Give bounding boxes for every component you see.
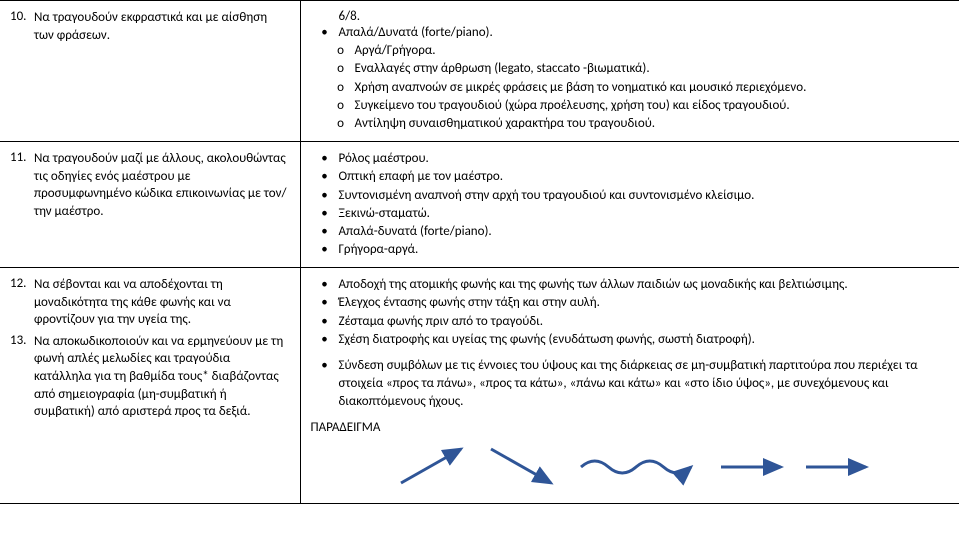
objective-item: 11.Να τραγουδούν μαζί με άλλους, ακολουθ…: [10, 150, 290, 220]
objective-number: 12.: [10, 276, 34, 329]
list-item: •Συντονισμένη αναπνοή στην αρχή του τραγ…: [311, 187, 950, 205]
list-item-text: Συντονισμένη αναπνοή στην αρχή του τραγο…: [339, 187, 950, 205]
objective-text: Να αποκωδικοποιούν και να ερμηνεύουν με …: [34, 333, 290, 421]
bullet-icon: o: [311, 115, 355, 133]
bullet-list: •Απαλά/Δυνατά (forte/piano).oΑργά/Γρήγορ…: [311, 24, 950, 133]
objective-item: 10.Να τραγουδούν εκφραστικά και με αίσθη…: [10, 9, 290, 44]
bullet-icon: •: [311, 241, 339, 259]
content-cell: 6/8.•Απαλά/Δυνατά (forte/piano).oΑργά/Γρ…: [300, 1, 959, 142]
objective-text: Να σέβονται και να αποδέχονται τη μοναδι…: [34, 276, 290, 329]
list-item: •Αποδοχή της ατομικής φωνής και της φωνή…: [311, 276, 950, 294]
list-item-text: Ρόλος μαέστρου.: [339, 150, 950, 168]
bullet-icon: o: [311, 60, 355, 78]
objective-text: Να τραγουδούν μαζί με άλλους, ακολουθώντ…: [34, 150, 290, 220]
bullet-list: •Ρόλος μαέστρου.•Οπτική επαφή με τον μαέ…: [311, 150, 950, 259]
bullet-icon: •: [311, 223, 339, 241]
list-item-text: Γρήγορα-αργά.: [339, 241, 950, 259]
list-item: •Σύνδεση συμβόλων με τις έννοιες του ύψο…: [311, 357, 950, 412]
list-item-text: Σύνδεση συμβόλων με τις έννοιες του ύψου…: [339, 357, 950, 412]
objective-number: 11.: [10, 150, 34, 220]
list-item-text: Έλεγχος έντασης φωνής στην τάξη και στην…: [339, 294, 950, 312]
list-item-text: Απαλά/Δυνατά (forte/piano).: [339, 24, 950, 42]
bullet-icon: o: [311, 42, 355, 60]
bullet-icon: •: [311, 313, 339, 331]
list-item: oΧρήση αναπνοών σε μικρές φράσεις με βάσ…: [311, 79, 950, 97]
curriculum-table: 10.Να τραγουδούν εκφραστικά και με αίσθη…: [0, 0, 959, 504]
list-item: •Γρήγορα-αργά.: [311, 241, 950, 259]
list-item: •Ζέσταμα φωνής πριν από το τραγούδι.: [311, 313, 950, 331]
list-item: •Απαλά/Δυνατά (forte/piano).: [311, 24, 950, 42]
list-item: •Απαλά-δυνατά (forte/piano).: [311, 223, 950, 241]
table-row: 10.Να τραγουδούν εκφραστικά και με αίσθη…: [0, 1, 959, 142]
list-item: •Οπτική επαφή με τον μαέστρο.: [311, 168, 950, 186]
list-item-text: Αντίληψη συναισθηματικού χαρακτήρα του τ…: [355, 115, 950, 133]
list-item-text: Συγκείμενο του τραγουδιού (χώρα προέλευσ…: [355, 97, 950, 115]
bullet-icon: •: [311, 331, 339, 349]
example-label: ΠΑΡΑΔΕΙΓΜΑ: [311, 420, 950, 435]
table-row: 12.Να σέβονται και να αποδέχονται τη μον…: [0, 268, 959, 503]
bullet-icon: •: [311, 168, 339, 186]
list-item: oΑργά/Γρήγορα.: [311, 42, 950, 60]
bullet-icon: •: [311, 187, 339, 205]
objective-number: 13.: [10, 333, 34, 421]
content-cell: •Ρόλος μαέστρου.•Οπτική επαφή με τον μαέ…: [300, 142, 959, 268]
list-item-text: Απαλά-δυνατά (forte/piano).: [339, 223, 950, 241]
bullet-icon: •: [311, 276, 339, 294]
list-item: •Έλεγχος έντασης φωνής στην τάξη και στη…: [311, 294, 950, 312]
list-item: •Ρόλος μαέστρου.: [311, 150, 950, 168]
objective-cell: 11.Να τραγουδούν μαζί με άλλους, ακολουθ…: [0, 142, 300, 268]
list-item: oΑντίληψη συναισθηματικού χαρακτήρα του …: [311, 115, 950, 133]
list-item: •Σχέση διατροφής και υγείας της φωνής (ε…: [311, 331, 950, 349]
list-item: •Ξεκινώ-σταματώ.: [311, 205, 950, 223]
top-note: 6/8.: [311, 9, 950, 24]
objective-text: Να τραγουδούν εκφραστικά και με αίσθηση …: [34, 9, 290, 44]
bullet-icon: o: [311, 97, 355, 115]
bullet-icon: o: [311, 79, 355, 97]
bullet-icon: •: [311, 294, 339, 312]
list-item: oΣυγκείμενο του τραγουδιού (χώρα προέλευ…: [311, 97, 950, 115]
bullet-icon: •: [311, 150, 339, 168]
bullet-icon: •: [311, 357, 339, 412]
bullet-list: •Σύνδεση συμβόλων με τις έννοιες του ύψο…: [311, 357, 950, 412]
list-item-text: Αργά/Γρήγορα.: [355, 42, 950, 60]
objective-cell: 12.Να σέβονται και να αποδέχονται τη μον…: [0, 268, 300, 503]
list-item-text: Οπτική επαφή με τον μαέστρο.: [339, 168, 950, 186]
list-item: oΕναλλαγές στην άρθρωση (legato, staccat…: [311, 60, 950, 78]
notation-diagram: [391, 441, 891, 491]
list-item-text: Χρήση αναπνοών σε μικρές φράσεις με βάση…: [355, 79, 950, 97]
objective-number: 10.: [10, 9, 34, 44]
bullet-icon: •: [311, 24, 339, 42]
objective-item: 13.Να αποκωδικοποιούν και να ερμηνεύουν …: [10, 333, 290, 421]
content-cell: •Αποδοχή της ατομικής φωνής και της φωνή…: [300, 268, 959, 503]
bullet-icon: •: [311, 205, 339, 223]
table-row: 11.Να τραγουδούν μαζί με άλλους, ακολουθ…: [0, 142, 959, 268]
list-item-text: Ξεκινώ-σταματώ.: [339, 205, 950, 223]
bullet-list: •Αποδοχή της ατομικής φωνής και της φωνή…: [311, 276, 950, 349]
list-item-text: Σχέση διατροφής και υγείας της φωνής (εν…: [339, 331, 950, 349]
objective-item: 12.Να σέβονται και να αποδέχονται τη μον…: [10, 276, 290, 329]
objective-cell: 10.Να τραγουδούν εκφραστικά και με αίσθη…: [0, 1, 300, 142]
list-item-text: Ζέσταμα φωνής πριν από το τραγούδι.: [339, 313, 950, 331]
list-item-text: Εναλλαγές στην άρθρωση (legato, staccato…: [355, 60, 950, 78]
list-item-text: Αποδοχή της ατομικής φωνής και της φωνής…: [339, 276, 950, 294]
